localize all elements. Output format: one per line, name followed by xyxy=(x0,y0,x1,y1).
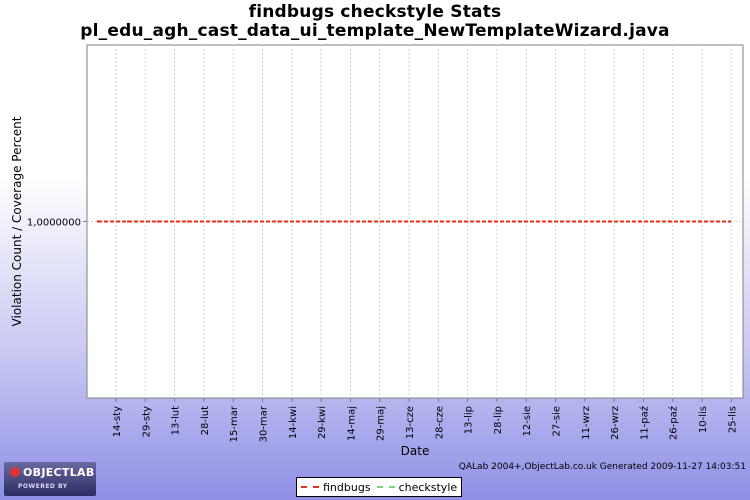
x-tick-label: 15-mar xyxy=(229,405,240,442)
x-tick-label: 29-kwi xyxy=(317,406,328,439)
legend-label: findbugs xyxy=(323,480,371,494)
x-tick-label: 14-sty xyxy=(112,406,123,437)
data-point-findbugs xyxy=(578,220,581,223)
data-point-findbugs xyxy=(608,220,611,223)
x-tick-label: 27-sie xyxy=(552,406,563,436)
chart-legend: findbugs checkstyle xyxy=(296,477,463,497)
data-point-findbugs xyxy=(728,220,732,223)
x-tick-label: 28-cze xyxy=(434,406,445,439)
x-tick-label: 28-lut xyxy=(200,406,211,435)
data-point-findbugs xyxy=(247,220,250,223)
x-tick-label: 13-cze xyxy=(405,406,416,439)
data-point-findbugs xyxy=(277,220,280,223)
logo-name: OBJECTLAB xyxy=(23,466,95,479)
data-point-findbugs xyxy=(457,220,461,223)
generated-note: QALab 2004+,ObjectLab.co.uk Generated 20… xyxy=(458,462,746,472)
legend-item-findbugs: findbugs xyxy=(301,481,371,494)
data-point-findbugs xyxy=(217,220,220,223)
data-point-findbugs xyxy=(156,220,160,223)
data-point-findbugs xyxy=(307,220,310,223)
data-point-findbugs xyxy=(397,220,401,223)
chart-subtitle: pl_edu_agh_cast_data_ui_template_NewTemp… xyxy=(80,21,670,41)
x-tick-label: 29-sty xyxy=(141,406,152,437)
legend-item-checkstyle: checkstyle xyxy=(376,480,458,494)
x-tick-label: 30-mar xyxy=(259,405,270,442)
x-tick-label: 26-paź xyxy=(668,406,680,440)
x-tick-label: 13-lip xyxy=(464,406,475,434)
x-tick-label: 28-lip xyxy=(493,406,504,434)
y-tick-label: 1,0000000 xyxy=(27,218,81,229)
x-tick-label: 11-paź xyxy=(638,406,650,440)
data-point-findbugs xyxy=(337,220,340,223)
x-tick-label: 14-kwi xyxy=(288,406,299,439)
legend-swatch xyxy=(376,486,395,488)
data-point-findbugs xyxy=(367,220,371,223)
x-tick-label: 10-lis xyxy=(698,406,709,433)
x-tick-label: 29-maj xyxy=(376,406,387,441)
data-point-findbugs xyxy=(96,220,100,223)
legend-swatch xyxy=(301,486,319,488)
data-point-findbugs xyxy=(518,220,521,223)
data-point-findbugs xyxy=(698,220,702,223)
data-point-findbugs xyxy=(638,220,641,223)
objectlab-logo: OBJECTLAB POWERED BY xyxy=(4,462,96,496)
data-point-findbugs xyxy=(488,220,491,223)
x-tick-label: 11-wrz xyxy=(581,406,592,440)
logo-tagline: POWERED BY xyxy=(18,483,68,490)
chart-title: findbugs checkstyle Stats xyxy=(248,2,502,22)
x-tick-label: 25-lis xyxy=(727,406,738,433)
x-tick-label: 26-wrz xyxy=(610,406,621,440)
data-point-findbugs xyxy=(427,220,431,223)
x-tick-label: 12-sie xyxy=(522,406,533,436)
legend-label: checkstyle xyxy=(398,480,458,494)
x-tick-label: 14-maj xyxy=(346,406,357,441)
y-axis-label: Violation Count / Coverage Percent xyxy=(10,116,24,326)
x-axis-label: Date xyxy=(401,444,430,458)
logo-icon xyxy=(10,467,20,477)
data-point-findbugs xyxy=(668,220,672,223)
data-point-findbugs xyxy=(126,220,130,223)
x-tick-label: 13-lut xyxy=(171,406,182,435)
data-point-findbugs xyxy=(548,220,551,223)
data-point-findbugs xyxy=(187,220,190,223)
